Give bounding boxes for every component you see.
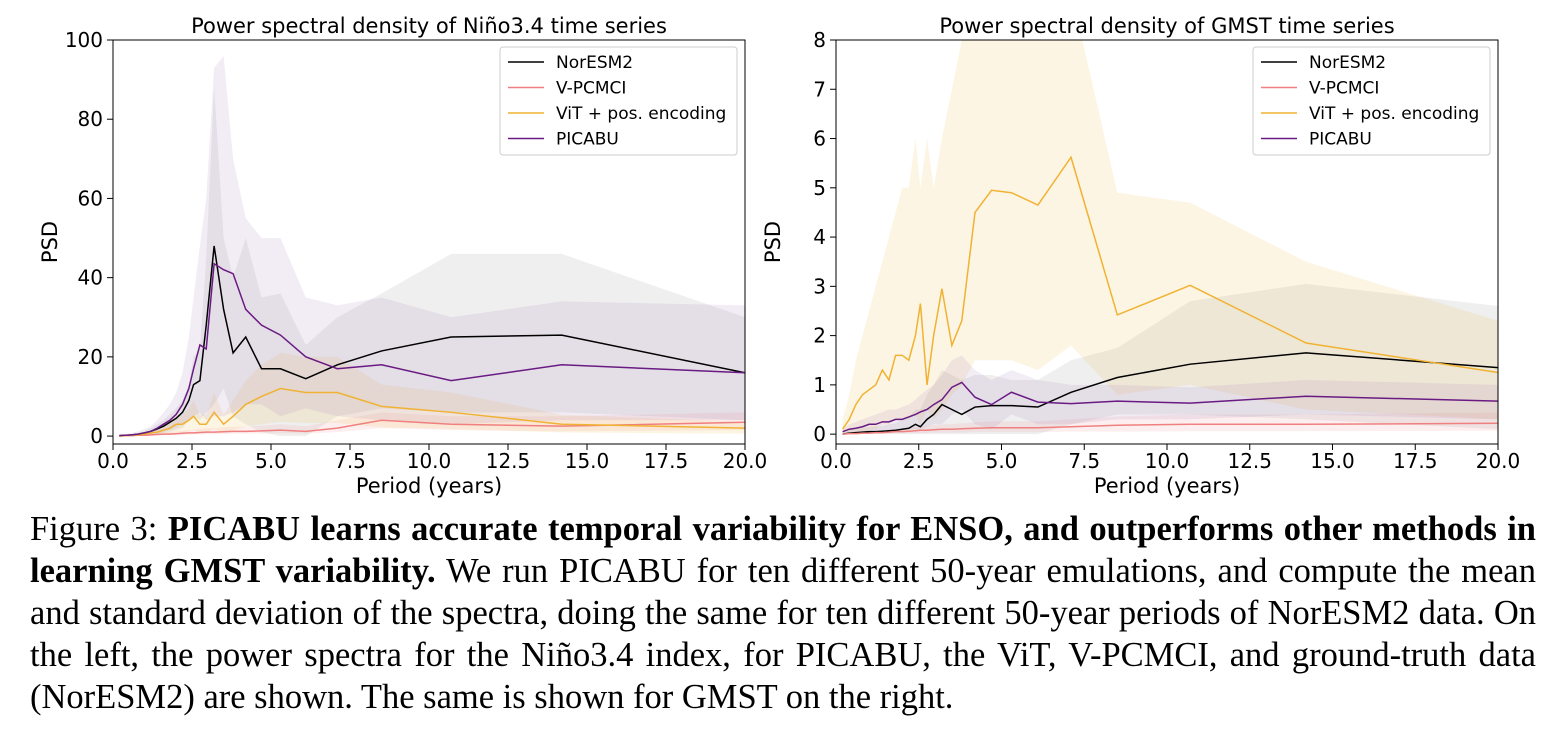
x-tick-label: 5.0	[255, 449, 287, 473]
y-axis-label: PSD	[761, 221, 785, 263]
x-tick-label: 7.5	[334, 449, 366, 473]
chart-title: Power spectral density of Niño3.4 time s…	[191, 14, 667, 38]
x-tick-label: 0.0	[820, 449, 852, 473]
legend-label: ViT + pos. encoding	[556, 104, 726, 124]
x-tick-label: 20.0	[1476, 449, 1521, 473]
legend-box	[499, 46, 738, 156]
x-tick-label: 17.5	[644, 449, 689, 473]
x-tick-label: 20.0	[723, 449, 768, 473]
legend-label: PICABU	[556, 130, 619, 150]
x-tick-label: 0.0	[97, 449, 129, 473]
chart: Power spectral density of Niño3.4 time s…	[38, 14, 767, 498]
y-tick-label: 2	[813, 324, 826, 348]
chart-title: Power spectral density of GMST time seri…	[939, 14, 1394, 38]
legend-label: NorESM2	[1309, 53, 1386, 73]
x-tick-label: 7.5	[1068, 449, 1100, 473]
plot-area	[841, 40, 1498, 435]
caption-label: Figure 3:	[30, 510, 158, 548]
y-tick-label: 0	[813, 422, 826, 446]
series-line	[842, 352, 1498, 435]
y-tick-label: 8	[813, 28, 826, 52]
series-line	[842, 381, 1498, 433]
figure: Power spectral density of Niño3.4 time s…	[38, 14, 1521, 498]
legend-label: PICABU	[1309, 130, 1372, 150]
std-band	[842, 412, 1498, 435]
series-line	[119, 419, 745, 437]
x-tick-label: 12.5	[1227, 449, 1272, 473]
axes-frame	[835, 39, 1499, 445]
x-tick-label: 2.5	[903, 449, 935, 473]
y-tick-label: 3	[813, 274, 826, 298]
y-tick-label: 5	[813, 176, 826, 200]
plot-area	[119, 55, 745, 437]
x-tick-label: 15.0	[1310, 449, 1355, 473]
x-tick-label: 5.0	[986, 449, 1018, 473]
y-tick-label: 100	[65, 28, 103, 52]
std-band	[842, 40, 1498, 435]
x-tick-label: 12.5	[486, 449, 531, 473]
y-tick-label: 6	[813, 127, 826, 151]
legend-box	[1252, 46, 1491, 156]
y-tick-label: 20	[78, 345, 103, 369]
caption-body: We run PICABU for ten different 50-year …	[30, 552, 1536, 716]
axes-frame	[112, 39, 746, 445]
y-tick-label: 7	[813, 77, 826, 101]
x-tick-label: 15.0	[565, 449, 610, 473]
x-axis-label: Period (years)	[1094, 474, 1240, 498]
x-tick-label: 10.0	[407, 449, 452, 473]
chart: Power spectral density of GMST time seri…	[761, 14, 1521, 498]
std-band	[119, 87, 745, 437]
legend-label: ViT + pos. encoding	[1309, 104, 1479, 124]
x-tick-label: 10.0	[1145, 449, 1190, 473]
legend-label: V-PCMCI	[1309, 79, 1379, 99]
y-tick-label: 1	[813, 373, 826, 397]
series-line	[842, 422, 1498, 435]
series-line	[119, 387, 745, 437]
legend-label: NorESM2	[556, 53, 633, 73]
series-line	[119, 262, 745, 437]
y-tick-label: 80	[78, 107, 103, 131]
y-axis-label: PSD	[38, 221, 62, 263]
x-tick-label: 17.5	[1393, 449, 1438, 473]
legend-label: V-PCMCI	[556, 79, 626, 99]
y-tick-label: 40	[78, 266, 103, 290]
y-tick-label: 4	[813, 225, 826, 249]
caption-headline: PICABU learns accurate temporal variabil…	[30, 510, 1536, 590]
caption: Figure 3: PICABU learns accurate tempora…	[30, 508, 1536, 718]
std-band	[119, 352, 745, 437]
y-tick-label: 0	[90, 424, 103, 448]
series-line	[841, 155, 1498, 430]
x-axis-label: Period (years)	[356, 474, 502, 498]
y-tick-label: 60	[78, 186, 103, 210]
std-band	[842, 355, 1498, 435]
x-tick-label: 2.5	[176, 449, 208, 473]
